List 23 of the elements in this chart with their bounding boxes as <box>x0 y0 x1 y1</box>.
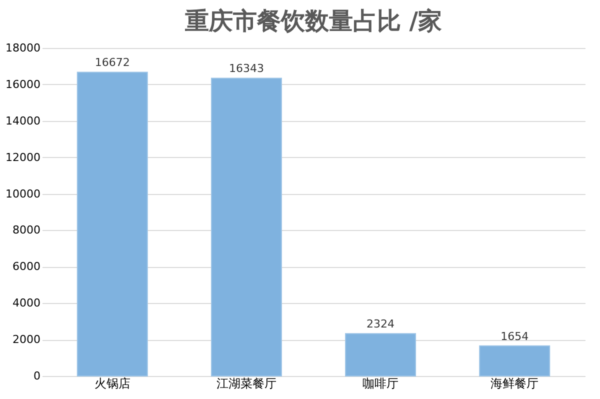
bar <box>210 78 282 376</box>
y-tick-label: 16000 <box>6 78 40 91</box>
y-tick-label: 0 <box>34 370 40 382</box>
data-label: 1654 <box>500 330 529 343</box>
y-tick-label: 2000 <box>12 333 40 346</box>
y-tick-label: 6000 <box>12 260 40 274</box>
y-tick-label: 18000 <box>6 42 40 54</box>
bar <box>345 333 416 376</box>
x-tick-label: 江湖菜餐厅 <box>216 376 276 390</box>
y-tick-label: 10000 <box>6 187 40 200</box>
y-tick-label: 12000 <box>6 150 40 164</box>
y-tick-label: 8000 <box>12 224 40 237</box>
bar <box>76 72 148 376</box>
x-tick-label: 海鲜餐厅 <box>490 376 539 390</box>
x-tick-label: 咖啡厅 <box>362 376 399 390</box>
data-label: 2324 <box>366 318 395 331</box>
x-tick-label: 火锅店 <box>94 376 130 390</box>
y-tick-label: 14000 <box>6 114 40 128</box>
y-tick-label: 4000 <box>12 296 40 310</box>
chart-title: 重庆市餐饮数量占比 /家 <box>184 6 442 35</box>
data-label: 16343 <box>228 62 264 76</box>
bar <box>479 345 550 376</box>
data-label: 16672 <box>94 56 130 70</box>
